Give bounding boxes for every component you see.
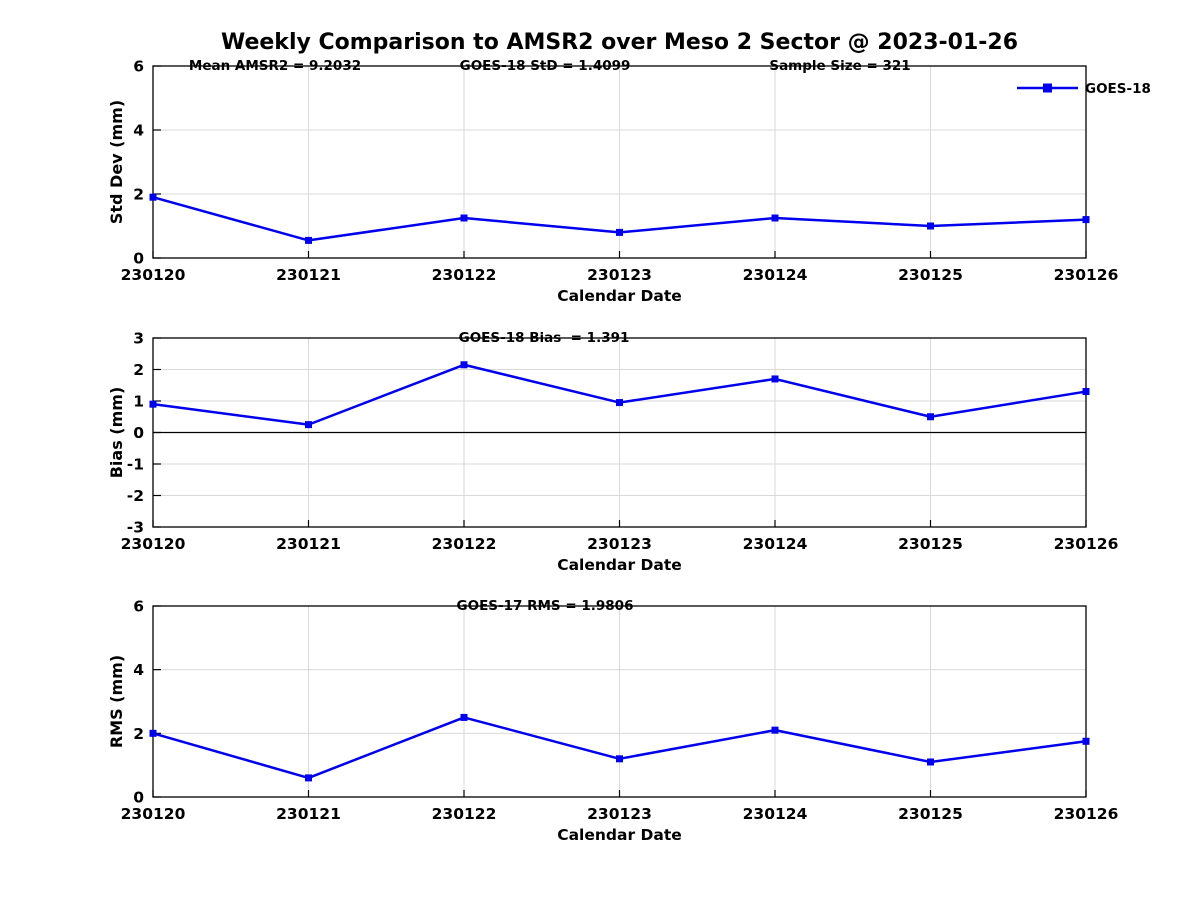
data-point-marker: [460, 214, 468, 222]
annotation: Sample Size = 321: [769, 58, 910, 74]
y-tick-label: -1: [127, 456, 144, 474]
y-tick-label: 1: [133, 393, 144, 411]
chart-std-dev: 0 2 4 6 230120 230121 230122 230123 230124 230125…: [107, 58, 1151, 306]
annotation: GOES-18 StD = 1.4099: [460, 58, 631, 74]
y-tick-label: 2: [133, 725, 144, 743]
y-tick-label: 4: [133, 661, 144, 679]
data-point-marker: [149, 400, 157, 408]
x-tick-label: 230126: [1054, 805, 1119, 823]
x-tick-label: 230126: [1054, 266, 1119, 284]
legend: GOES-18: [1017, 81, 1151, 97]
data-point-marker: [771, 214, 779, 222]
y-tick-label: 0: [133, 424, 144, 442]
x-tick-label: 230122: [432, 805, 497, 823]
annotation: GOES-17 RMS = 1.9806: [457, 598, 634, 614]
y-axis-label: Std Dev (mm): [107, 100, 126, 224]
data-point-marker: [616, 399, 623, 407]
x-axis-label: Calendar Date: [557, 826, 682, 844]
data-point-marker: [305, 421, 312, 429]
y-tick-label: -2: [127, 487, 144, 505]
data-point-marker: [927, 222, 934, 230]
data-point-marker: [1082, 737, 1090, 745]
data-point-marker: [616, 755, 623, 763]
data-point-marker: [1082, 388, 1090, 396]
data-point-marker: [305, 236, 312, 244]
y-tick-label: 3: [133, 330, 144, 348]
x-tick-label: 230121: [276, 266, 341, 284]
data-point-marker: [460, 361, 468, 369]
x-tick-label: 230125: [898, 805, 963, 823]
x-tick-label: 230120: [121, 266, 186, 284]
figure-title: Weekly Comparison to AMSR2 over Meso 2 S…: [220, 30, 1019, 55]
annotation: GOES-18 Bias = 1.391: [459, 330, 630, 346]
x-axis-label: Calendar Date: [557, 556, 682, 574]
y-axis-label: RMS (mm): [107, 655, 126, 748]
y-tick-label: 6: [133, 58, 144, 76]
data-point-marker: [149, 193, 157, 201]
x-tick-label: 230121: [276, 805, 341, 823]
x-tick-label: 230123: [587, 805, 652, 823]
annotation: Mean AMSR2 = 9.2032: [189, 58, 361, 74]
data-point-marker: [927, 413, 934, 421]
x-tick-label: 230122: [432, 266, 497, 284]
data-point-marker: [616, 228, 623, 236]
y-tick-label: 4: [133, 122, 144, 140]
x-tick-label: 230121: [276, 535, 341, 553]
y-axis-label: Bias (mm): [107, 387, 126, 479]
y-tick-label: -3: [127, 519, 144, 537]
data-point-marker: [927, 758, 934, 766]
legend-marker: [1043, 83, 1052, 93]
data-point-marker: [771, 726, 779, 734]
legend-label: GOES-18: [1085, 81, 1151, 97]
x-tick-label: 230120: [121, 535, 186, 553]
y-tick-label: 0: [133, 789, 144, 807]
x-tick-label: 230125: [898, 535, 963, 553]
y-tick-label: 2: [133, 361, 144, 379]
data-point-marker: [305, 774, 312, 782]
x-tick-label: 230123: [587, 535, 652, 553]
x-tick-label: 230124: [743, 266, 808, 284]
y-tick-label: 6: [133, 598, 144, 616]
x-tick-label: 230122: [432, 535, 497, 553]
chart-rms: 0 2 4 6 230120 230121 230122 230123 230124 230125…: [107, 598, 1118, 845]
x-axis-label: Calendar Date: [557, 287, 682, 305]
x-tick-label: 230123: [587, 266, 652, 284]
data-point-marker: [460, 713, 468, 721]
x-tick-label: 230120: [121, 805, 186, 823]
data-point-marker: [149, 729, 157, 737]
x-tick-label: 230124: [743, 535, 808, 553]
y-tick-label: 0: [133, 250, 144, 268]
data-point-marker: [771, 375, 779, 383]
x-tick-label: 230125: [898, 266, 963, 284]
x-tick-label: 230126: [1054, 535, 1119, 553]
data-point-marker: [1082, 216, 1090, 224]
y-tick-label: 2: [133, 186, 144, 204]
x-tick-label: 230124: [743, 805, 808, 823]
